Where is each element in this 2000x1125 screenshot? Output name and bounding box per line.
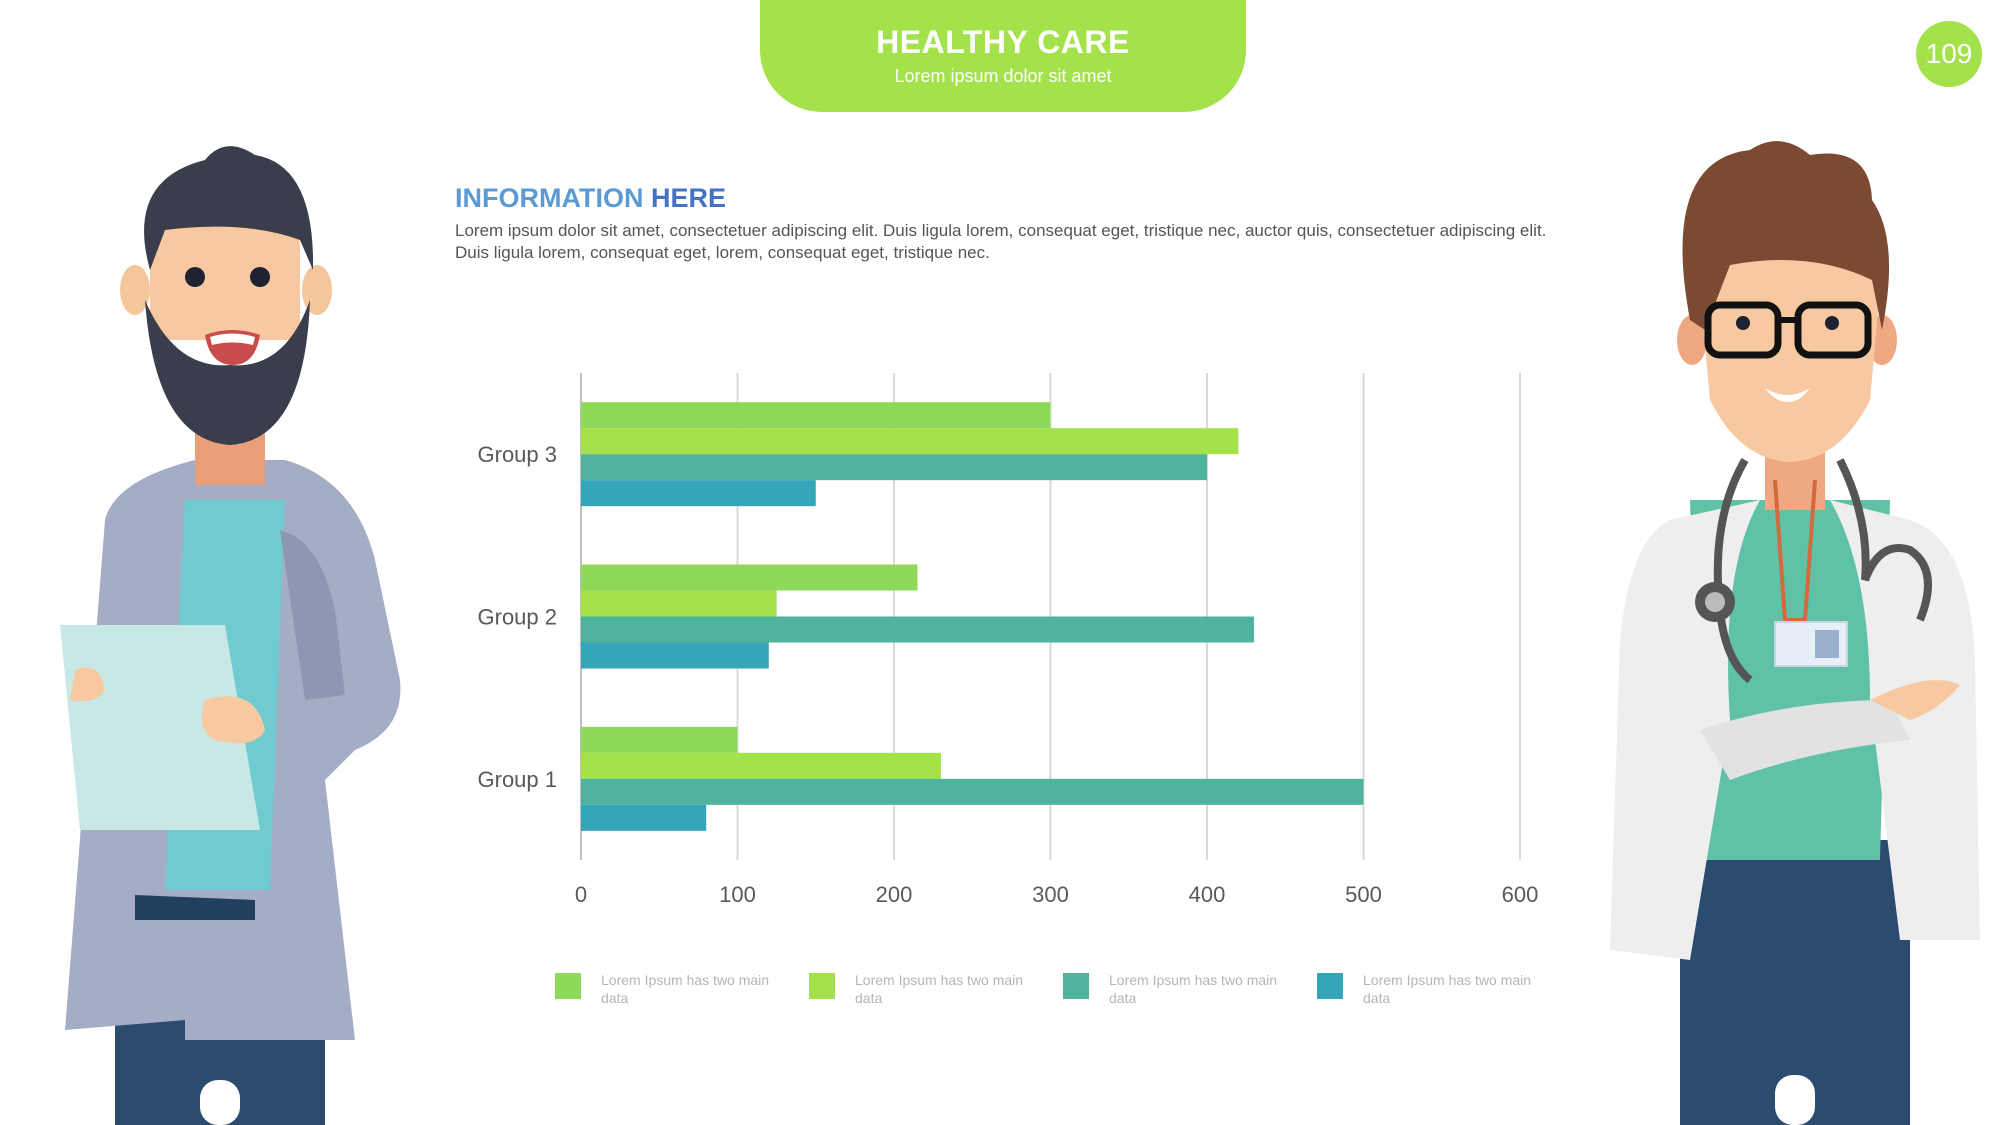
x-tick-label: 100 (719, 882, 756, 907)
section-body: Lorem ipsum dolor sit amet, consectetuer… (455, 221, 1547, 262)
legend-item: Lorem Ipsum has two main data (555, 971, 809, 1007)
category-label: Group 1 (478, 767, 558, 792)
legend-swatch (1317, 973, 1343, 999)
legend-label: Lorem Ipsum has two main data (601, 972, 770, 1006)
legend-swatch (1063, 973, 1089, 999)
doctor-illustration (1610, 141, 1980, 1125)
bar (581, 752, 941, 779)
bar (581, 480, 816, 507)
x-tick-label: 200 (876, 882, 913, 907)
page-number: 109 (1916, 21, 1982, 87)
section-heading: INFORMATION HERE (455, 183, 726, 214)
bar (581, 778, 1364, 805)
legend-label: Lorem Ipsum has two main data (855, 972, 1024, 1006)
legend-swatch (555, 973, 581, 999)
legend-label: Lorem Ipsum has two main data (1363, 972, 1532, 1006)
category-label: Group 2 (478, 605, 558, 630)
bar (581, 454, 1207, 481)
x-tick-label: 500 (1345, 882, 1382, 907)
x-tick-label: 300 (1032, 882, 1069, 907)
legend-swatch (809, 973, 835, 999)
heading-light: INFORMATION (455, 183, 644, 213)
x-tick-label: 600 (1502, 882, 1539, 907)
bar (581, 590, 777, 617)
legend-item: Lorem Ipsum has two main data (1317, 971, 1571, 1007)
header-title: HEALTHY CARE (876, 24, 1130, 60)
bar (581, 804, 707, 831)
bar (581, 428, 1239, 455)
x-tick-label: 0 (575, 882, 587, 907)
header-banner: HEALTHY CARE Lorem ipsum dolor sit amet (760, 0, 1246, 112)
header-subtitle: Lorem ipsum dolor sit amet (894, 66, 1112, 86)
bar (581, 616, 1254, 643)
man-illustration (60, 146, 401, 1125)
bar (581, 564, 918, 591)
category-label: Group 3 (478, 442, 558, 467)
heading-bold: HERE (651, 183, 727, 213)
bar (581, 402, 1051, 429)
legend-item: Lorem Ipsum has two main data (1063, 971, 1317, 1007)
legend-item: Lorem Ipsum has two main data (809, 971, 1063, 1007)
bar (581, 642, 769, 669)
x-tick-label: 400 (1189, 882, 1226, 907)
bar (581, 726, 738, 753)
chart-legend: Lorem Ipsum has two main data Lorem Ipsu… (555, 971, 1571, 1007)
legend-label: Lorem Ipsum has two main data (1109, 972, 1278, 1006)
